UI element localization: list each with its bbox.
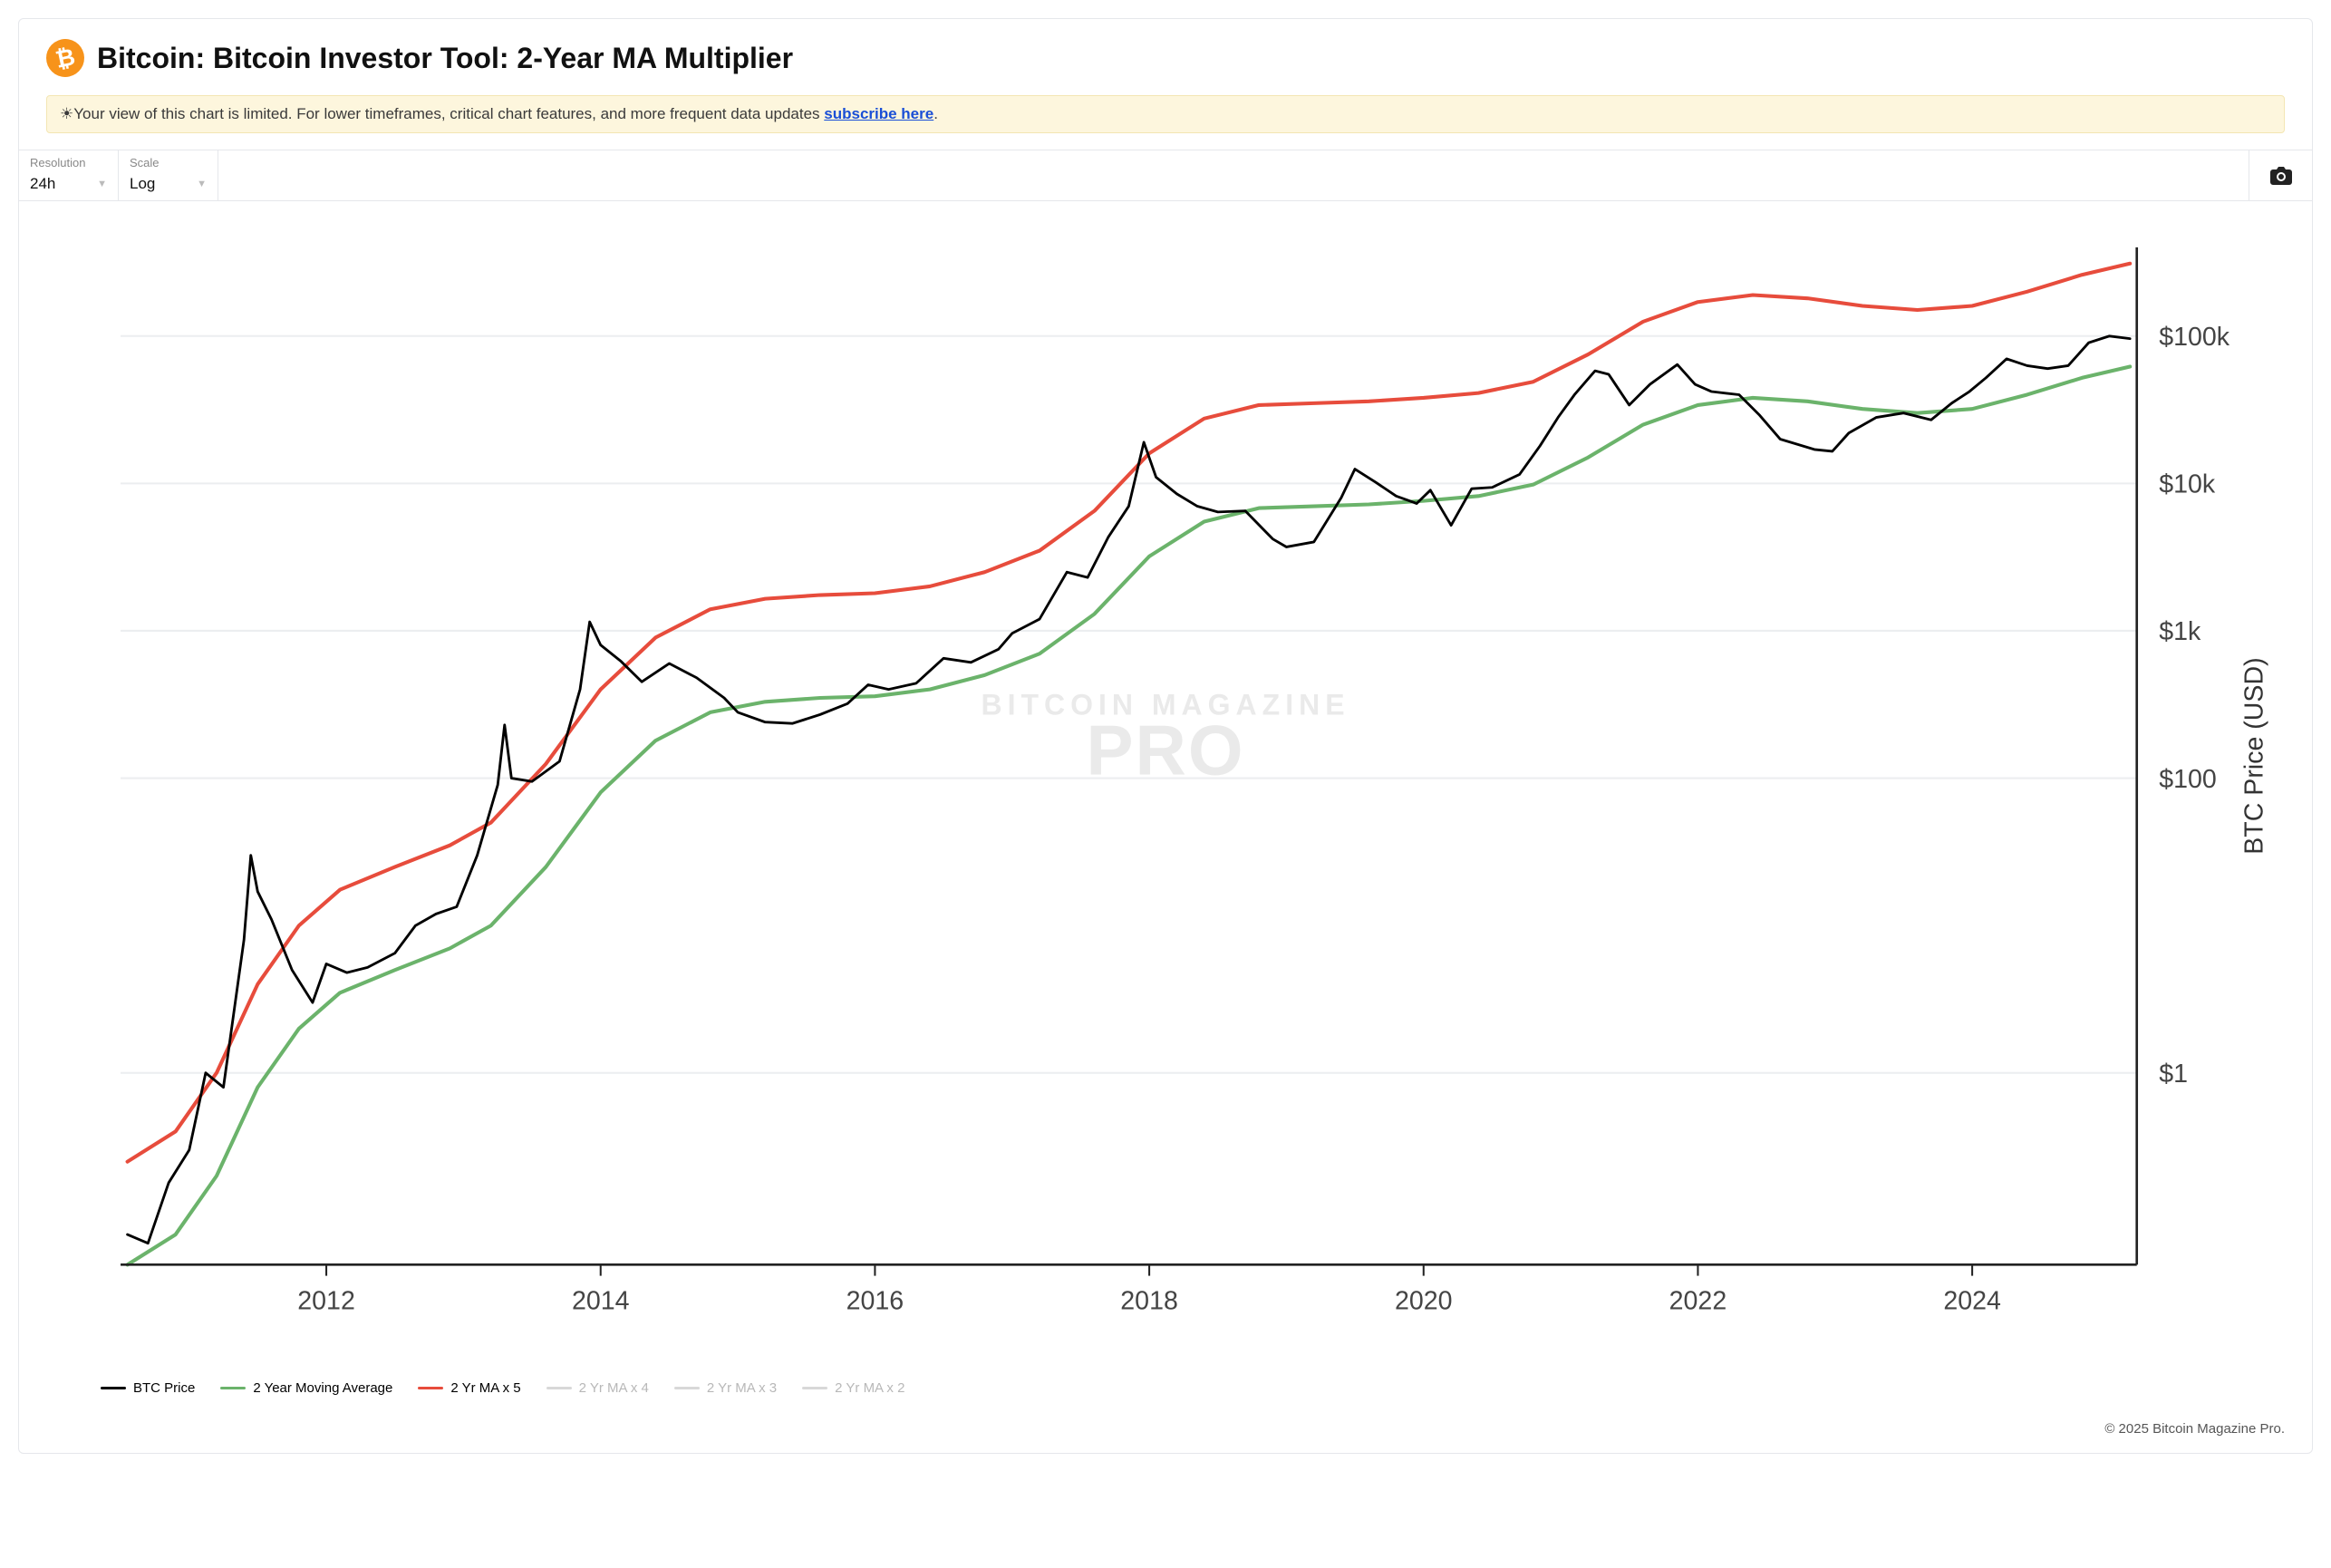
svg-text:2022: 2022	[1669, 1286, 1727, 1315]
svg-text:2014: 2014	[572, 1286, 630, 1315]
sun-icon: ☀	[60, 105, 73, 122]
legend-label: BTC Price	[133, 1380, 195, 1396]
svg-text:$100: $100	[2159, 765, 2217, 794]
scale-control: Scale Log ▼	[119, 150, 218, 200]
subscribe-link[interactable]: subscribe here	[824, 105, 933, 122]
svg-text:BTC Price (USD): BTC Price (USD)	[2240, 657, 2269, 854]
scale-value: Log	[130, 175, 155, 193]
legend-swatch	[418, 1387, 443, 1389]
legend-item[interactable]: 2 Yr MA x 3	[674, 1380, 777, 1396]
notice-text: Your view of this chart is limited. For …	[73, 105, 824, 122]
scale-select[interactable]: Log ▼	[119, 171, 218, 200]
legend-item[interactable]: 2 Yr MA x 2	[802, 1380, 904, 1396]
chevron-down-icon: ▼	[97, 179, 107, 189]
card-header: ₿ Bitcoin: Bitcoin Investor Tool: 2-Year…	[19, 19, 2312, 90]
svg-text:2016: 2016	[846, 1286, 904, 1315]
svg-text:2020: 2020	[1395, 1286, 1453, 1315]
svg-text:$1: $1	[2159, 1060, 2188, 1089]
legend-item[interactable]: 2 Yr MA x 4	[546, 1380, 649, 1396]
legend-swatch	[674, 1387, 700, 1389]
controls-bar: Resolution 24h ▼ Scale Log ▼	[19, 150, 2312, 201]
chart-legend: BTC Price 2 Year Moving Average 2 Yr MA x …	[19, 1366, 2312, 1414]
chevron-down-icon: ▼	[197, 179, 207, 189]
legend-swatch	[802, 1387, 827, 1389]
resolution-label: Resolution	[19, 150, 118, 171]
legend-item[interactable]: 2 Year Moving Average	[220, 1380, 392, 1396]
legend-item[interactable]: 2 Yr MA x 5	[418, 1380, 520, 1396]
bitcoin-logo-icon: ₿	[43, 35, 88, 81]
legend-label: 2 Yr MA x 5	[450, 1380, 520, 1396]
svg-text:$10k: $10k	[2159, 470, 2216, 499]
chart-card: ₿ Bitcoin: Bitcoin Investor Tool: 2-Year…	[18, 18, 2313, 1454]
resolution-value: 24h	[30, 175, 55, 193]
legend-label: 2 Year Moving Average	[253, 1380, 392, 1396]
footer-copyright: © 2025 Bitcoin Magazine Pro.	[19, 1414, 2312, 1453]
legend-label: 2 Yr MA x 4	[579, 1380, 649, 1396]
camera-icon	[2270, 167, 2292, 185]
scale-label: Scale	[119, 150, 218, 171]
legend-swatch	[101, 1387, 126, 1389]
svg-text:$1k: $1k	[2159, 617, 2201, 646]
resolution-control: Resolution 24h ▼	[19, 150, 119, 200]
legend-item[interactable]: BTC Price	[101, 1380, 195, 1396]
svg-text:$100k: $100k	[2159, 323, 2230, 352]
notice-suffix: .	[933, 105, 938, 122]
svg-text:2012: 2012	[297, 1286, 355, 1315]
screenshot-button[interactable]	[2249, 150, 2312, 200]
limited-view-notice: ☀Your view of this chart is limited. For…	[46, 95, 2285, 133]
svg-text:2018: 2018	[1120, 1286, 1178, 1315]
legend-swatch	[546, 1387, 572, 1389]
controls-spacer	[218, 150, 2249, 200]
legend-label: 2 Yr MA x 3	[707, 1380, 777, 1396]
line-chart[interactable]: $1 $100 $1k $10k $100k 2012 2014 2016 2018 2020 20…	[28, 210, 2285, 1357]
legend-label: 2 Yr MA x 2	[835, 1380, 904, 1396]
resolution-select[interactable]: 24h ▼	[19, 171, 118, 200]
svg-text:2024: 2024	[1943, 1286, 2001, 1315]
legend-swatch	[220, 1387, 246, 1389]
chart-area: BITCOIN MAGAZINE PRO $1$100$1k$10k$100k2…	[19, 201, 2312, 1366]
chart-title: Bitcoin: Bitcoin Investor Tool: 2-Year M…	[97, 42, 793, 75]
